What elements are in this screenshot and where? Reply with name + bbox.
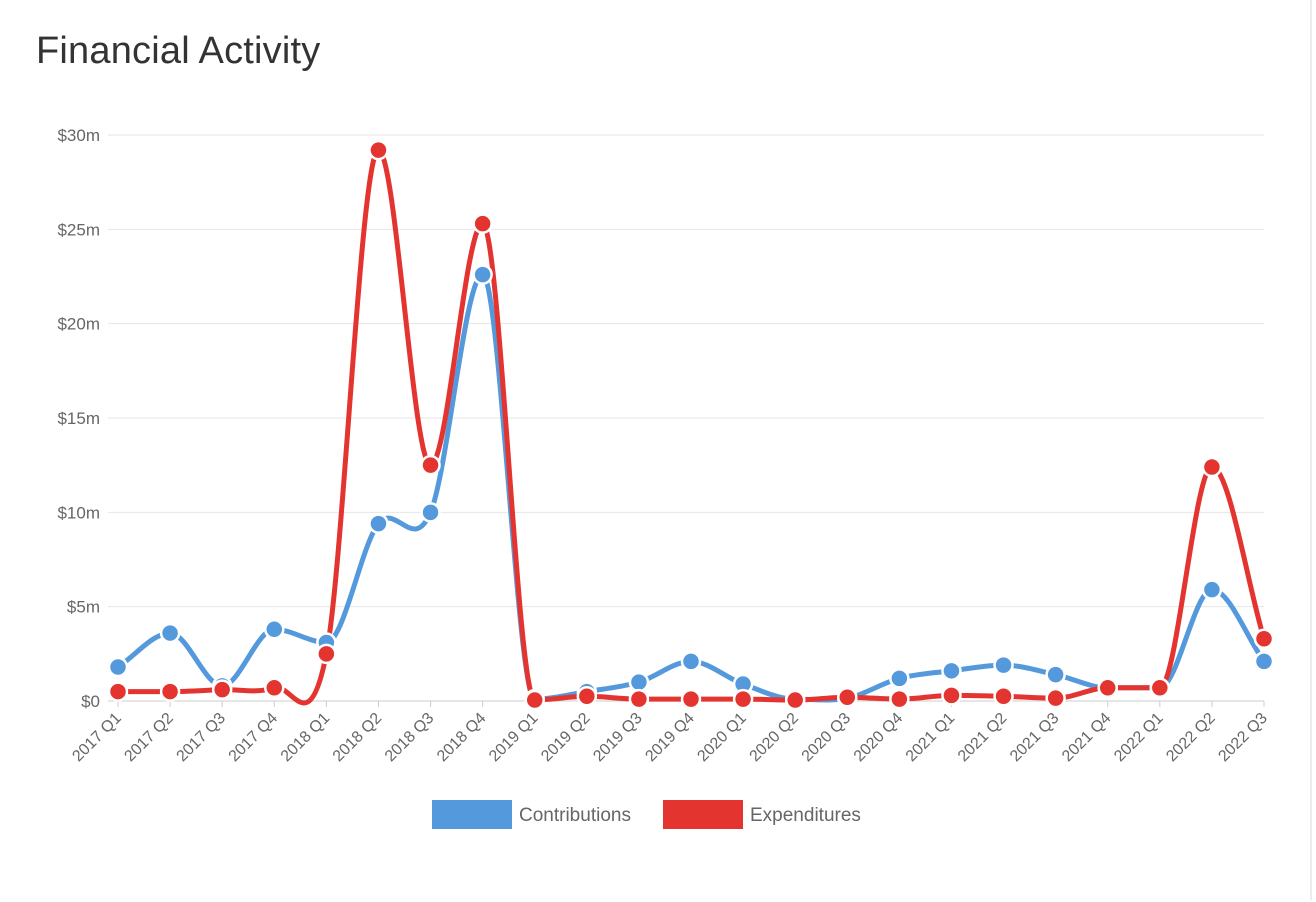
x-tick-label: 2019 Q2 [538,710,593,765]
x-tick-label: 2019 Q3 [590,710,645,765]
x-tick-label: 2018 Q2 [330,710,385,765]
x-tick-label: 2019 Q1 [486,710,541,765]
data-point-expenditures[interactable] [576,686,598,707]
y-tick-label: $0 [81,692,100,711]
data-point-expenditures[interactable] [628,688,650,710]
y-tick-label: $15m [57,409,100,428]
legend-label-expenditures[interactable]: Expenditures [750,805,861,826]
data-point-contributions[interactable] [420,502,441,523]
legend-swatch-expenditures [663,800,743,829]
data-point-contributions[interactable] [368,513,389,534]
x-tick-label: 2020 Q1 [694,710,749,765]
data-point-contributions[interactable] [1253,651,1275,672]
y-tick-label: $30m [57,126,100,145]
legend-swatch-contributions [432,800,512,829]
data-point-contributions[interactable] [159,622,181,644]
x-tick-label: 2021 Q4 [1059,710,1114,765]
data-point-expenditures[interactable] [420,454,441,476]
data-point-contributions[interactable] [680,651,702,672]
data-point-expenditures[interactable] [1149,677,1171,699]
data-point-expenditures[interactable] [159,681,181,702]
x-tick-label: 2020 Q2 [747,710,802,765]
series-line-expenditures [115,147,1267,706]
legend: Contributions Expenditures [432,800,861,829]
data-point-contributions[interactable] [993,654,1014,676]
x-tick-label: 2019 Q4 [642,710,697,765]
data-point-expenditures[interactable] [264,677,285,699]
series-lines [115,147,1267,706]
data-point-expenditures[interactable] [211,679,233,700]
y-tick-label: $10m [57,503,100,522]
x-tick-label: 2021 Q2 [955,710,1010,765]
x-tick-label: 2022 Q3 [1215,710,1270,765]
x-tick-label: 2017 Q3 [174,710,229,765]
data-point-expenditures[interactable] [889,688,910,710]
data-point-expenditures[interactable] [1097,677,1118,699]
x-tick-label: 2022 Q1 [1111,710,1166,765]
series-line-contributions [115,272,1267,703]
x-tick-label: 2017 Q1 [69,710,124,765]
data-point-expenditures[interactable] [524,689,545,711]
data-point-expenditures[interactable] [472,213,493,234]
data-point-expenditures[interactable] [732,688,754,710]
y-axis: $0 $5m $10m $15m $20m $25m $30m [57,126,100,711]
x-tick-label: 2022 Q2 [1163,710,1218,765]
y-tick-label: $5m [67,598,100,617]
data-point-expenditures[interactable] [316,643,337,665]
data-point-contributions[interactable] [889,668,910,689]
series-points [107,139,1275,711]
data-point-contributions[interactable] [1045,664,1066,685]
x-tick-label: 2020 Q3 [799,710,854,765]
data-point-expenditures[interactable] [1253,628,1275,649]
data-point-contributions[interactable] [107,656,129,678]
data-point-expenditures[interactable] [1201,456,1223,478]
x-tick-label: 2018 Q4 [434,710,489,765]
grid-lines [108,134,1264,702]
data-point-expenditures[interactable] [993,686,1014,707]
data-point-expenditures[interactable] [368,139,389,161]
data-point-expenditures[interactable] [680,688,702,710]
data-point-contributions[interactable] [472,264,493,285]
data-point-expenditures[interactable] [107,681,129,702]
data-point-expenditures[interactable] [784,689,806,711]
legend-label-contributions[interactable]: Contributions [519,805,631,826]
data-point-contributions[interactable] [628,671,650,693]
x-tick-label: 2020 Q4 [851,710,906,765]
y-tick-label: $25m [57,220,100,239]
x-tick-label: 2017 Q2 [121,710,176,765]
data-point-expenditures[interactable] [837,686,858,708]
data-point-expenditures[interactable] [1045,687,1066,709]
data-point-contributions[interactable] [264,619,285,640]
data-point-expenditures[interactable] [941,685,962,706]
x-tick-label: 2018 Q1 [278,710,333,765]
x-tick-label: 2017 Q4 [226,710,281,765]
page-title: Financial Activity [36,30,321,72]
y-tick-label: $20m [57,315,100,334]
data-point-contributions[interactable] [1201,579,1223,600]
x-tick-label: 2021 Q1 [903,710,958,765]
data-point-contributions[interactable] [941,660,962,682]
x-tick-label: 2018 Q3 [382,710,437,765]
x-tick-label: 2021 Q3 [1007,710,1062,765]
